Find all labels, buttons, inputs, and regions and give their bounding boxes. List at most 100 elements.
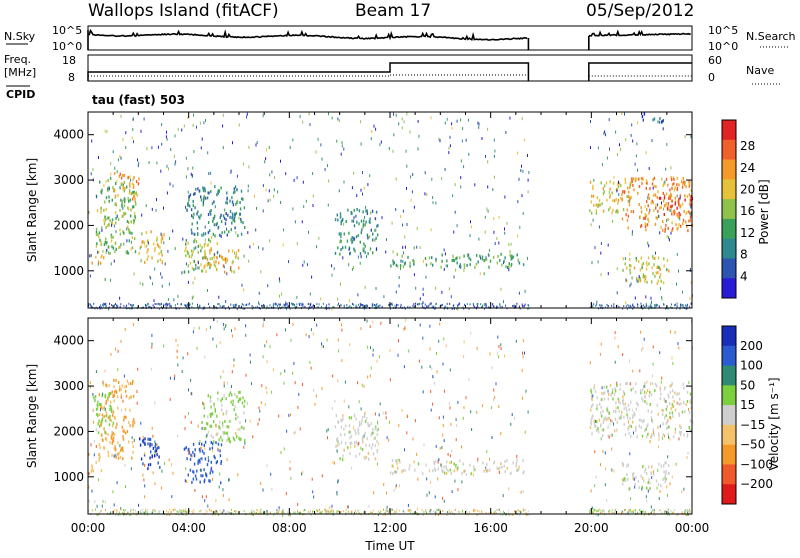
power-noise-cell — [312, 172, 314, 175]
power-cell — [356, 207, 358, 211]
velocity-noise-cell — [250, 360, 251, 364]
power-noise-cell — [485, 256, 487, 259]
velocity-cell — [683, 433, 685, 437]
velocity-near-range-cell — [495, 512, 497, 515]
velocity-cell — [203, 427, 205, 431]
velocity-noise-cell — [456, 424, 458, 428]
power-cell — [366, 212, 369, 216]
power-noise-cell — [312, 194, 314, 198]
power-noise-cell — [133, 117, 134, 121]
velocity-cell — [641, 388, 644, 392]
power-near-range-cell — [618, 305, 620, 308]
power-cell — [459, 263, 462, 267]
power-noise-cell — [413, 273, 415, 277]
velocity-cell — [660, 484, 662, 488]
power-near-range-cell — [363, 307, 365, 310]
velocity-near-range-cell — [398, 509, 400, 512]
power-cell — [640, 206, 642, 210]
velocity-cell — [192, 442, 195, 446]
velocity-near-range-cell — [430, 509, 432, 511]
velocity-noise-cell — [432, 375, 434, 378]
velocity-cell — [115, 378, 117, 382]
velocity-near-range-cell — [435, 511, 437, 514]
velocity-cell — [464, 469, 466, 473]
velocity-noise-cell — [649, 440, 651, 444]
power-noise-cell — [303, 205, 305, 209]
velocity-cell — [445, 467, 448, 471]
velocity-noise-cell — [436, 352, 437, 356]
velocity-cell — [95, 428, 98, 432]
power-noise-cell — [411, 190, 413, 194]
velocity-cell — [103, 446, 106, 450]
velocity-cell — [621, 410, 623, 414]
power-noise-cell — [486, 207, 488, 211]
power-cell — [653, 176, 656, 180]
velocity-colorbar-tick: 200 — [740, 339, 763, 353]
velocity-cell — [602, 420, 605, 424]
power-near-range-cell — [421, 305, 423, 308]
velocity-cell — [640, 426, 642, 429]
date-title: 05/Sep/2012 — [586, 1, 694, 21]
power-cell — [121, 181, 123, 185]
power-noise-cell — [101, 228, 103, 232]
velocity-colorbar-swatch — [722, 345, 736, 367]
velocity-cell — [131, 456, 133, 460]
velocity-cell — [650, 393, 653, 397]
power-cell — [653, 209, 655, 213]
power-noise-cell — [281, 292, 283, 296]
velocity-cell — [639, 389, 642, 393]
velocity-near-range-cell — [162, 509, 164, 512]
velocity-near-range-cell — [136, 513, 138, 516]
velocity-cell — [659, 388, 662, 392]
power-cell — [676, 183, 678, 187]
velocity-cell — [434, 460, 436, 464]
power-noise-cell — [353, 219, 355, 223]
velocity-cell — [627, 427, 629, 431]
power-cell — [128, 239, 130, 243]
velocity-near-range-cell — [319, 508, 321, 511]
velocity-cell — [449, 461, 451, 465]
velocity-cell — [649, 481, 651, 485]
power-near-range-cell — [397, 304, 399, 306]
power-cell — [345, 220, 347, 223]
velocity-cell — [506, 466, 508, 470]
power-near-range-cell — [245, 304, 247, 307]
velocity-noise-cell — [670, 330, 671, 334]
power-near-range-cell — [431, 305, 433, 308]
velocity-noise-cell — [445, 344, 447, 348]
velocity-near-range-cell — [327, 508, 329, 511]
power-near-range-cell — [169, 302, 171, 305]
power-near-range-cell — [367, 304, 368, 307]
velocity-noise-cell — [677, 342, 679, 346]
velocity-noise-cell — [278, 506, 280, 510]
velocity-cell — [638, 486, 640, 489]
power-noise-cell — [462, 127, 464, 130]
power-noise-cell — [321, 157, 323, 161]
velocity-noise-cell — [283, 447, 285, 451]
velocity-noise-cell — [341, 323, 342, 327]
velocity-noise-cell — [493, 388, 495, 392]
power-cell — [595, 209, 597, 213]
velocity-cell — [143, 440, 145, 444]
velocity-near-range-cell — [115, 514, 116, 516]
power-noise-cell — [122, 138, 124, 142]
velocity-near-range-cell — [357, 509, 359, 512]
power-cell — [111, 218, 114, 222]
velocity-cell — [229, 419, 231, 423]
velocity-noise-cell — [258, 418, 260, 422]
power-noise-cell — [207, 262, 209, 266]
power-cell — [621, 198, 623, 202]
velocity-near-range-cell — [614, 511, 615, 514]
power-near-range-cell — [412, 304, 414, 307]
power-noise-cell — [523, 138, 525, 142]
velocity-noise-cell — [450, 422, 452, 426]
power-cell — [111, 221, 114, 225]
power-noise-cell — [193, 232, 195, 236]
power-near-range-cell — [346, 304, 348, 307]
velocity-cell — [354, 444, 356, 448]
velocity-cell — [133, 394, 135, 398]
power-near-range-cell — [302, 305, 304, 308]
velocity-near-range-cell — [122, 509, 124, 512]
velocity-noise-cell — [668, 435, 670, 439]
velocity-near-range-cell — [174, 508, 176, 511]
